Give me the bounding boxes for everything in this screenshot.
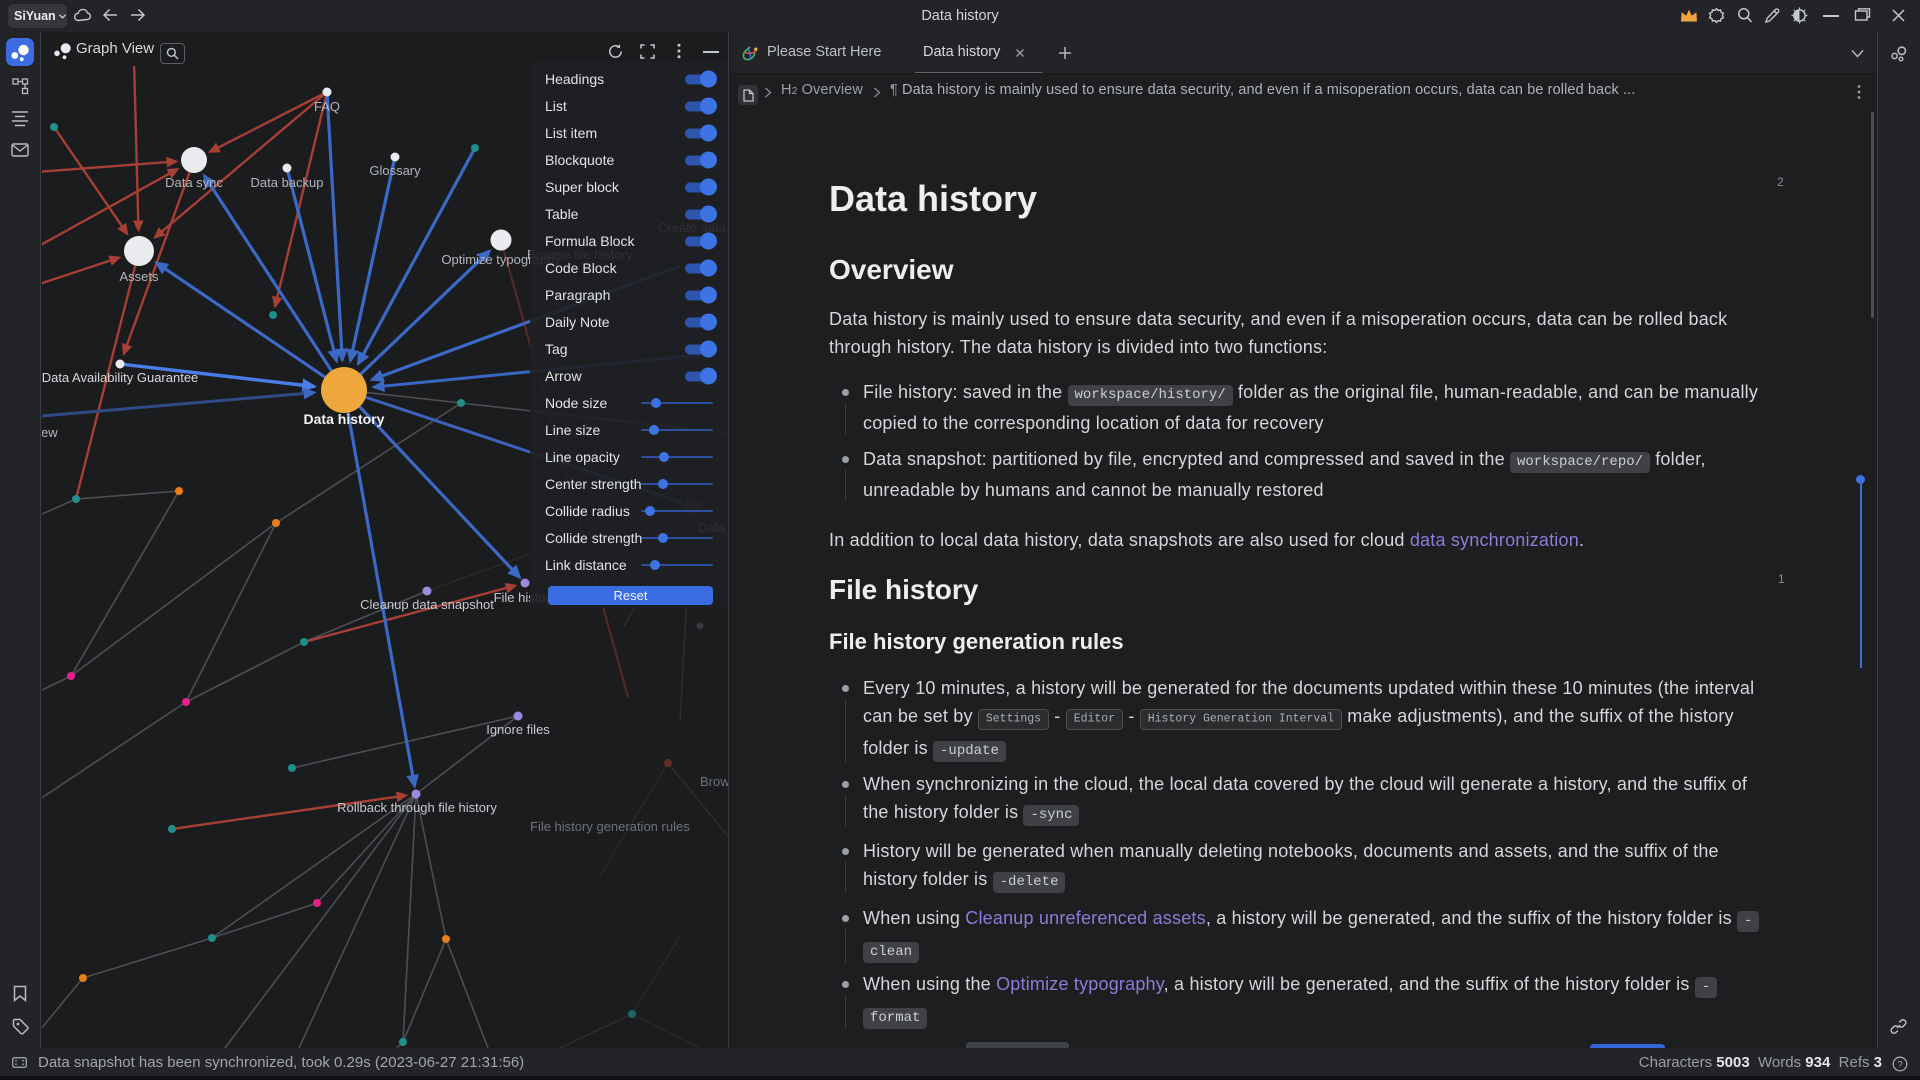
svg-text:Rollback through file history: Rollback through file history bbox=[337, 800, 497, 815]
svg-text:Ignore files: Ignore files bbox=[486, 722, 550, 737]
svg-text:Data history: Data history bbox=[304, 411, 385, 427]
svg-text:File history generation rules: File history generation rules bbox=[530, 819, 690, 834]
svg-text:Glossary: Glossary bbox=[369, 163, 421, 178]
svg-text:Data Availability Guarantee: Data Availability Guarantee bbox=[42, 370, 198, 385]
svg-text:FAQ: FAQ bbox=[314, 99, 340, 114]
svg-text:Data backup: Data backup bbox=[251, 175, 324, 190]
svg-text:Brow: Brow bbox=[700, 774, 728, 789]
svg-text:Assets: Assets bbox=[119, 269, 159, 284]
svg-text:Cleanup data snapshot: Cleanup data snapshot bbox=[360, 597, 494, 612]
svg-text:Data sync: Data sync bbox=[165, 175, 223, 190]
svg-text:ew: ew bbox=[42, 425, 58, 440]
svg-text:?: ? bbox=[1897, 1059, 1902, 1070]
